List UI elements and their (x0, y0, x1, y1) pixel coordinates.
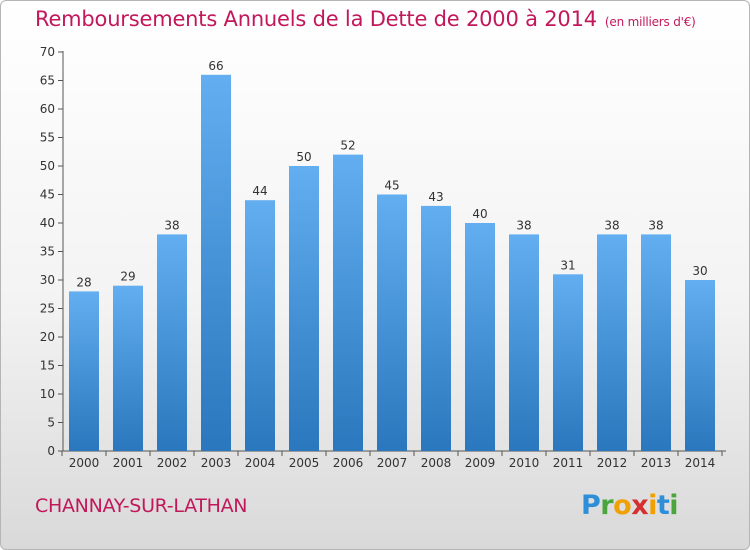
bar (333, 154, 363, 451)
x-tick-label: 2009 (465, 456, 496, 470)
y-tick-label: 10 (40, 387, 55, 401)
bar-chart: 0 5 10 15 20 25 30 35 40 45 50 55 60 65 70 2000 2001 2002… (40, 45, 726, 470)
x-tick-label: 2011 (553, 456, 584, 470)
proxiti-logo: Proxiti (581, 490, 679, 521)
bar (69, 291, 99, 451)
bar-value-label: 40 (472, 207, 487, 221)
bar (289, 166, 319, 451)
x-tick-label: 2002 (157, 456, 188, 470)
city-name: CHANNAY-SUR-LATHAN (35, 495, 248, 517)
y-tick-label: 60 (40, 102, 55, 116)
bar-value-label: 44 (252, 184, 267, 198)
unit-note: (en milliers d'€) (604, 15, 696, 29)
bar (201, 74, 231, 452)
y-tick-label: 45 (40, 188, 55, 202)
bar-value-label: 38 (516, 218, 531, 232)
bar-value-label: 66 (208, 59, 223, 73)
x-tick-label: 2004 (245, 456, 276, 470)
bar-value-label: 38 (164, 218, 179, 232)
x-tick-label: 2014 (685, 456, 716, 470)
bar (113, 285, 143, 451)
y-tick-label: 20 (40, 330, 55, 344)
x-tick-label: 2003 (201, 456, 232, 470)
x-tick-label: 2005 (289, 456, 320, 470)
y-tick-label: 70 (40, 45, 55, 59)
bar-value-label: 30 (692, 264, 707, 278)
bar (465, 223, 495, 451)
bar-value-label: 38 (604, 218, 619, 232)
x-tick-label: 2013 (641, 456, 672, 470)
bar-value-label: 43 (428, 190, 443, 204)
x-tick-label: 2007 (377, 456, 408, 470)
y-tick-label: 40 (40, 216, 55, 230)
x-tick-label: 2000 (69, 456, 100, 470)
bar-value-label: 29 (120, 270, 135, 284)
bar-value-label: 38 (648, 218, 663, 232)
bar (421, 205, 451, 451)
x-tick-label: 2008 (421, 456, 452, 470)
y-tick-label: 50 (40, 159, 55, 173)
bar (509, 234, 539, 451)
chart-title: Remboursements Annuels de la Dette de 20… (35, 7, 696, 31)
x-tick-label: 2006 (333, 456, 364, 470)
y-tick-label: 30 (40, 273, 55, 287)
y-tick-label: 0 (47, 444, 55, 458)
y-tick-label: 35 (40, 245, 55, 259)
bar-value-label: 31 (560, 258, 575, 272)
bar (377, 194, 407, 451)
y-tick-label: 65 (40, 74, 55, 88)
bar (553, 274, 583, 451)
bar-value-label: 50 (296, 150, 311, 164)
title-text: Remboursements Annuels de la Dette de 20… (35, 7, 597, 31)
y-tick-label: 25 (40, 302, 55, 316)
bar-value-label: 28 (76, 275, 91, 289)
y-tick-label: 15 (40, 359, 55, 373)
bar (157, 234, 187, 451)
x-tick-label: 2001 (113, 456, 144, 470)
y-tick-label: 5 (47, 416, 55, 430)
x-tick-label: 2012 (597, 456, 628, 470)
bar (597, 234, 627, 451)
bar (245, 200, 275, 451)
bar-value-label: 45 (384, 179, 399, 193)
bar (641, 234, 671, 451)
y-tick-label: 55 (40, 131, 55, 145)
x-tick-label: 2010 (509, 456, 540, 470)
bar (685, 280, 715, 451)
bar-value-label: 52 (340, 139, 355, 153)
